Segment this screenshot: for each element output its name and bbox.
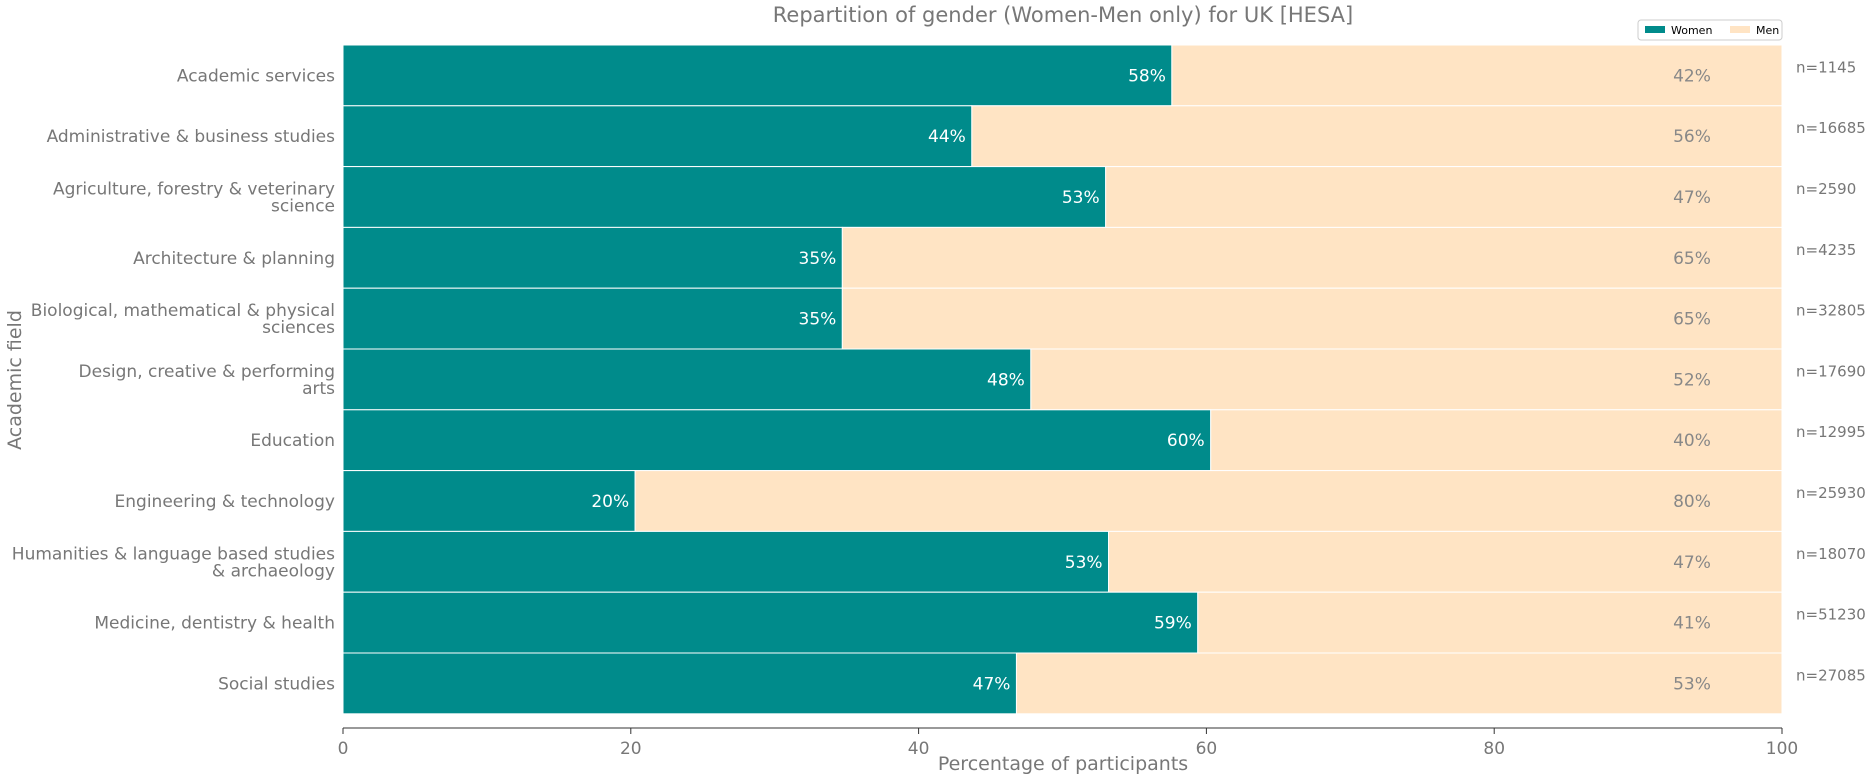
category-label: Architecture & planning — [133, 249, 335, 269]
bar-women — [342, 287, 843, 350]
sample-size-label: n=18070 — [1796, 545, 1866, 563]
category-label: Engineering & technology — [115, 492, 335, 512]
bar-women — [342, 409, 1212, 472]
sample-size-label: n=17690 — [1796, 362, 1866, 380]
category-label: Humanities & language based studies & arc… — [12, 544, 335, 581]
category-label: Academic services — [177, 66, 335, 86]
bar-women — [342, 530, 1110, 593]
legend-label: Women — [1671, 24, 1712, 37]
x-tick-label: 20 — [620, 739, 642, 759]
category-label: Design, creative & performing arts — [79, 362, 336, 399]
women-pct-label: 53% — [1062, 188, 1100, 208]
men-pct-label: 40% — [1673, 431, 1711, 451]
x-axis: 0 20 40 60 80 100 — [338, 727, 1798, 759]
bar-men — [1030, 348, 1783, 411]
bar-men — [1197, 591, 1783, 654]
women-pct-label: 59% — [1154, 614, 1192, 634]
men-pct-label: 42% — [1673, 66, 1711, 86]
category-label: Biological, mathematical & physical scien… — [31, 301, 335, 338]
x-tick-label: 60 — [1196, 739, 1218, 759]
women-pct-label: 60% — [1167, 431, 1205, 451]
sample-size-label: n=32805 — [1796, 302, 1866, 320]
women-pct-label: 48% — [987, 370, 1025, 390]
legend: Women Men — [1637, 19, 1783, 41]
y-axis-title: Academic field — [4, 310, 26, 450]
x-tick-label: 80 — [1483, 739, 1505, 759]
bar-men — [1015, 652, 1783, 715]
sample-size-label: n=4235 — [1796, 241, 1856, 259]
men-pct-label: 56% — [1673, 127, 1711, 147]
legend-label: Men — [1756, 24, 1779, 37]
sample-size-label: n=25930 — [1796, 484, 1866, 502]
category-label: Agriculture, forestry & veterinary scienc… — [53, 180, 335, 217]
bars-group — [342, 44, 1783, 715]
women-pct-label: 44% — [928, 127, 966, 147]
labels-group: 58% 42% n=1145 Academic services 44% 56% n=166… — [12, 58, 1866, 694]
bar-men — [841, 226, 1783, 289]
x-tick-label: 40 — [908, 739, 930, 759]
sample-size-label: n=2590 — [1796, 180, 1856, 198]
category-label: Medicine, dentistry & health — [94, 614, 335, 634]
men-pct-label: 65% — [1673, 249, 1711, 269]
women-pct-label: 35% — [799, 310, 837, 330]
bar-men — [1171, 44, 1783, 107]
bar-women — [342, 591, 1199, 654]
bar-women — [342, 44, 1173, 107]
men-pct-label: 65% — [1673, 310, 1711, 330]
bar-men — [1108, 530, 1783, 593]
women-pct-label: 53% — [1065, 553, 1103, 573]
x-axis-title: Percentage of participants — [938, 753, 1188, 775]
women-pct-label: 20% — [591, 492, 629, 512]
category-label: Social studies — [218, 674, 335, 694]
bar-men — [841, 287, 1783, 350]
chart-title: Repartition of gender (Women-Men only) f… — [773, 3, 1353, 27]
men-pct-label: 47% — [1673, 188, 1711, 208]
legend-frame — [1637, 19, 1783, 41]
women-pct-label: 58% — [1128, 66, 1166, 86]
sample-size-label: n=12995 — [1796, 423, 1866, 441]
bar-men — [971, 105, 1783, 168]
category-label: Administrative & business studies — [47, 127, 336, 147]
sample-size-label: n=1145 — [1796, 58, 1856, 76]
men-pct-label: 41% — [1673, 614, 1711, 634]
bar-women — [342, 105, 973, 168]
bar-women — [342, 470, 636, 532]
bar-women — [342, 166, 1107, 228]
men-pct-label: 53% — [1673, 674, 1711, 694]
bar-women — [342, 226, 843, 289]
sample-size-label: n=27085 — [1796, 666, 1866, 684]
bar-men — [1105, 166, 1783, 228]
men-pct-label: 80% — [1673, 492, 1711, 512]
legend-swatch — [1645, 26, 1665, 33]
men-pct-label: 52% — [1673, 370, 1711, 390]
sample-size-label: n=51230 — [1796, 606, 1866, 624]
bar-men — [634, 470, 1783, 532]
bar-women — [342, 348, 1032, 411]
women-pct-label: 35% — [799, 249, 837, 269]
category-label: Education — [250, 431, 335, 451]
men-pct-label: 47% — [1673, 553, 1711, 573]
women-pct-label: 47% — [973, 674, 1011, 694]
x-tick-label: 0 — [338, 739, 349, 759]
legend-swatch — [1730, 26, 1750, 33]
x-tick-label: 100 — [1766, 739, 1798, 759]
bar-women — [342, 652, 1017, 715]
sample-size-label: n=16685 — [1796, 119, 1866, 137]
bar-men — [1210, 409, 1783, 472]
